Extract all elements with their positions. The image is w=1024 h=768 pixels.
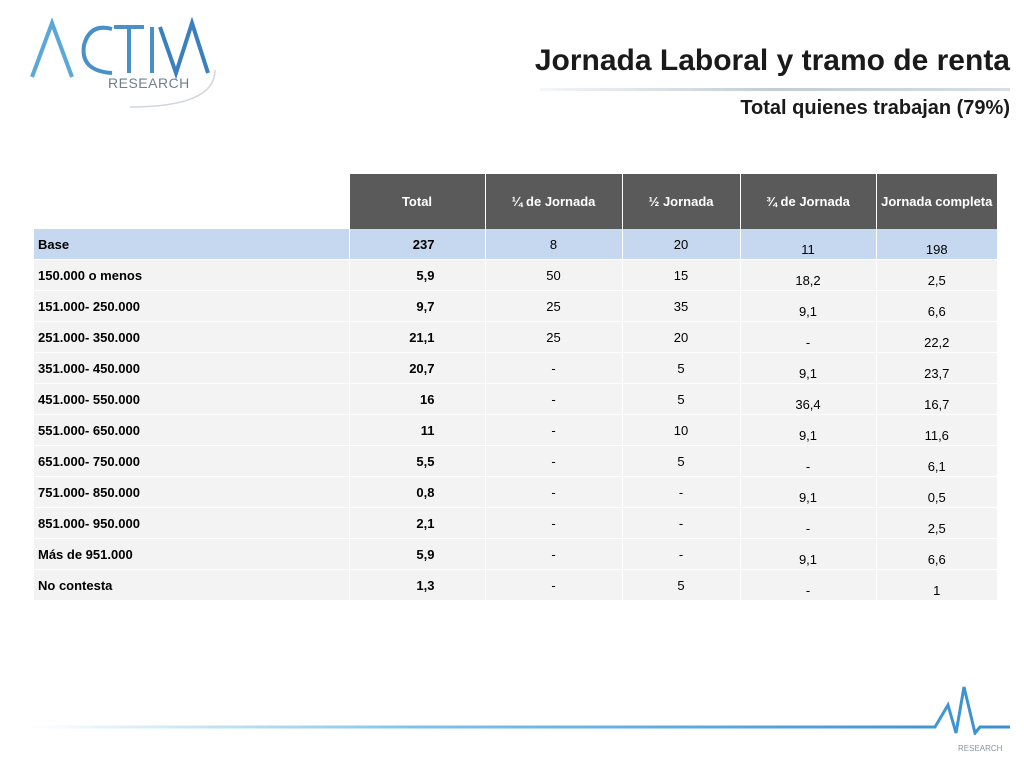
- cell-media-jornada: 15: [621, 259, 740, 291]
- header-total: Total: [348, 174, 485, 229]
- cell-cuarto-jornada: -: [484, 507, 622, 539]
- cell-tres-cuartos-jornada: -: [739, 569, 876, 601]
- cell-cuarto-jornada: -: [484, 352, 622, 384]
- cell-total: 1,3: [348, 569, 485, 601]
- cell-jornada-completa: 11,6: [875, 414, 997, 446]
- header-jornada-completa: Jornada completa: [875, 174, 997, 229]
- table-row: 851.000- 950.000 2,1- - -2,5: [34, 507, 997, 539]
- cell-cuarto-jornada: 25: [484, 321, 622, 353]
- data-table: Total ¼ de Jornada ½ Jornada ¾ de Jornad…: [34, 174, 997, 601]
- cell-media-jornada: 5: [621, 352, 740, 384]
- cell-jornada-completa: 16,7: [875, 383, 997, 415]
- cell-tres-cuartos-jornada: 18,2: [739, 259, 876, 291]
- page-subtitle: Total quienes trabajan (79%): [740, 97, 1010, 119]
- cell-media-jornada: -: [621, 476, 740, 508]
- cell-media-jornada: 20: [621, 229, 740, 260]
- cell-cuarto-jornada: -: [484, 383, 622, 415]
- table-row: 551.000- 650.000 11-10 9,1 11,6: [34, 414, 997, 446]
- bottom-decoration: [30, 686, 1010, 735]
- cell-total: 0,8: [348, 476, 485, 508]
- cell-tres-cuartos-jornada: -: [739, 445, 876, 477]
- cell-jornada-completa: 198: [875, 229, 997, 260]
- table-row: 251.000- 350.000 21,1 25 20-22,2: [34, 321, 997, 353]
- cell-media-jornada: 5: [621, 383, 740, 415]
- row-label: 351.000- 450.000: [34, 352, 349, 384]
- cell-tres-cuartos-jornada: 9,1: [739, 290, 876, 322]
- cell-tres-cuartos-jornada: 9,1: [739, 476, 876, 508]
- row-label: Base: [34, 229, 349, 260]
- row-label: 150.000 o menos: [34, 259, 349, 291]
- cell-cuarto-jornada: 50: [484, 259, 622, 291]
- table-row: Más de 951.000 5,9- -9,1 6,6: [34, 538, 997, 570]
- cell-total: 2,1: [348, 507, 485, 539]
- cell-cuarto-jornada: -: [484, 476, 622, 508]
- cell-jornada-completa: 6,6: [875, 538, 997, 570]
- table-row: 150.000 o menos 5,9 50 15 18,2 2,5: [34, 259, 997, 291]
- cell-media-jornada: -: [621, 507, 740, 539]
- header-tres-cuartos-jornada: ¾ de Jornada: [739, 174, 876, 229]
- page-title: Jornada Laboral y tramo de renta: [534, 44, 1010, 77]
- row-label: 451.000- 550.000: [34, 383, 349, 415]
- row-label: 751.000- 850.000: [34, 476, 349, 508]
- header-media-jornada: ½ Jornada: [621, 174, 740, 229]
- cell-media-jornada: 5: [621, 569, 740, 601]
- row-label: 151.000- 250.000: [34, 290, 349, 322]
- cell-jornada-completa: 2,5: [875, 259, 997, 291]
- cell-total: 11: [348, 414, 485, 446]
- row-label: 551.000- 650.000: [34, 414, 349, 446]
- cell-jornada-completa: 0,5: [875, 476, 997, 508]
- cell-jornada-completa: 23,7: [875, 352, 997, 384]
- table-row: 351.000- 450.000 20,7-5 9,1 23,7: [34, 352, 997, 384]
- cell-jornada-completa: 2,5: [875, 507, 997, 539]
- cell-cuarto-jornada: -: [484, 445, 622, 477]
- header-blank: [34, 174, 349, 229]
- row-label: Más de 951.000: [34, 538, 349, 570]
- cell-total: 9,7: [348, 290, 485, 322]
- cell-cuarto-jornada: -: [484, 569, 622, 601]
- cell-total: 21,1: [348, 321, 485, 353]
- table-row: 751.000- 850.000 0,8- -9,1 0,5: [34, 476, 997, 508]
- cell-tres-cuartos-jornada: 9,1: [739, 352, 876, 384]
- cell-jornada-completa: 22,2: [875, 321, 997, 353]
- title-divider: [540, 88, 1010, 91]
- cell-jornada-completa: 6,6: [875, 290, 997, 322]
- cell-media-jornada: -: [621, 538, 740, 570]
- table-row: 651.000- 750.000 5,5-5-6,1: [34, 445, 997, 477]
- cell-total: 20,7: [348, 352, 485, 384]
- cell-media-jornada: 5: [621, 445, 740, 477]
- cell-tres-cuartos-jornada: 9,1: [739, 414, 876, 446]
- cell-cuarto-jornada: -: [484, 538, 622, 570]
- cell-total: 16: [348, 383, 485, 415]
- cell-media-jornada: 10: [621, 414, 740, 446]
- table-header-row: Total ¼ de Jornada ½ Jornada ¾ de Jornad…: [34, 174, 997, 229]
- activa-logo: [30, 16, 216, 108]
- cell-cuarto-jornada: -: [484, 414, 622, 446]
- cell-cuarto-jornada: 25: [484, 290, 622, 322]
- logo-subtext: RESEARCH: [108, 75, 190, 91]
- cell-cuarto-jornada: 8: [484, 229, 622, 260]
- cell-total: 5,9: [348, 538, 485, 570]
- cell-tres-cuartos-jornada: -: [739, 321, 876, 353]
- table-row: No contesta 1,3-5-1: [34, 569, 997, 601]
- row-label: 251.000- 350.000: [34, 321, 349, 353]
- cell-media-jornada: 35: [621, 290, 740, 322]
- row-label: 651.000- 750.000: [34, 445, 349, 477]
- cell-jornada-completa: 1: [875, 569, 997, 601]
- cell-total: 237: [348, 229, 485, 260]
- cell-tres-cuartos-jornada: 11: [739, 229, 876, 260]
- cell-tres-cuartos-jornada: 9,1: [739, 538, 876, 570]
- row-label: 851.000- 950.000: [34, 507, 349, 539]
- table-row: Base 237 8 20 11 198: [34, 229, 997, 260]
- cell-total: 5,9: [348, 259, 485, 291]
- cell-tres-cuartos-jornada: 36,4: [739, 383, 876, 415]
- table-row: 451.000- 550.000 16-5 36,4 16,7: [34, 383, 997, 415]
- cell-tres-cuartos-jornada: -: [739, 507, 876, 539]
- footer-logo-subtext: RESEARCH: [958, 744, 1003, 753]
- cell-media-jornada: 20: [621, 321, 740, 353]
- cell-jornada-completa: 6,1: [875, 445, 997, 477]
- header-cuarto-jornada: ¼ de Jornada: [484, 174, 622, 229]
- cell-total: 5,5: [348, 445, 485, 477]
- row-label: No contesta: [34, 569, 349, 601]
- table-row: 151.000- 250.000 9,7 25 35 9,1 6,6: [34, 290, 997, 322]
